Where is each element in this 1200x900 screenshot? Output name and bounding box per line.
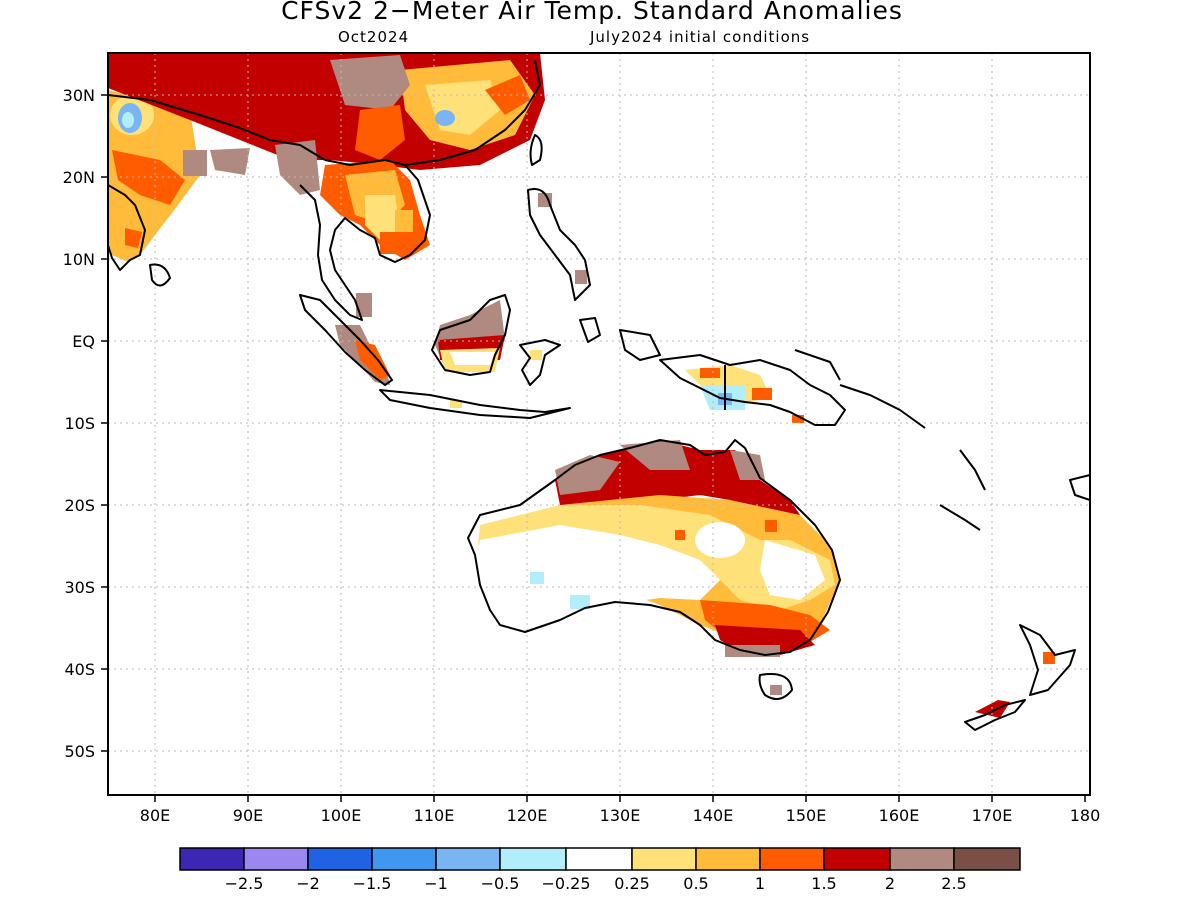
lat-label: 10S <box>64 414 95 433</box>
colorbar-swatch <box>307 847 373 871</box>
colorbar-label: 0.5 <box>683 874 708 893</box>
colorbar-swatch <box>499 847 567 871</box>
colorbar-label: −2 <box>296 874 320 893</box>
colorbar-label: 1 <box>755 874 765 893</box>
colorbar-label: 0.25 <box>614 874 650 893</box>
longitude-labels: 80E 90E 100E 110E 120E 130E 140E 150E 16… <box>140 806 1101 825</box>
lat-label: 20N <box>63 168 95 187</box>
lon-label: 160E <box>879 806 920 825</box>
lon-label: 80E <box>140 806 170 825</box>
lon-label: 180 <box>1070 806 1101 825</box>
colorbar-label: −1.5 <box>353 874 392 893</box>
colorbar-label: −0.25 <box>541 874 590 893</box>
plot-frame <box>107 52 1091 796</box>
colorbar-swatch <box>565 847 633 871</box>
colorbar-swatch <box>695 847 761 871</box>
lon-label: 150E <box>786 806 827 825</box>
lat-label: 30S <box>64 578 95 597</box>
colorbar-swatch <box>243 847 309 871</box>
map-title: CFSv2 2−Meter Air Temp. Standard Anomali… <box>281 0 903 25</box>
colorbar <box>179 847 1021 871</box>
anomaly-shading <box>108 53 1055 718</box>
colorbar-swatch <box>371 847 437 871</box>
colorbar-swatch <box>179 847 245 871</box>
colorbar-swatch <box>953 847 1021 871</box>
colorbar-label: −0.5 <box>481 874 520 893</box>
colorbar-swatch <box>435 847 501 871</box>
ticks <box>101 94 1086 802</box>
colorbar-swatch <box>823 847 891 871</box>
lat-label: EQ <box>72 332 95 351</box>
graticule <box>108 53 1090 795</box>
colorbar-swatch <box>631 847 697 871</box>
colorbar-label: 1.5 <box>811 874 836 893</box>
lon-label: 100E <box>321 806 362 825</box>
colorbar-label: −2.5 <box>225 874 264 893</box>
lon-label: 140E <box>693 806 734 825</box>
lon-label: 120E <box>507 806 548 825</box>
lat-label: 40S <box>64 660 95 679</box>
lat-label: 50S <box>64 742 95 761</box>
lat-label: 20S <box>64 496 95 515</box>
colorbar-swatch <box>889 847 955 871</box>
colorbar-labels: −2.5 −2 −1.5 −1 −0.5 −0.25 0.25 0.5 1 1.… <box>225 874 967 893</box>
lon-label: 90E <box>233 806 263 825</box>
colorbar-label: 2 <box>885 874 895 893</box>
latitude-labels: 30N 20N 10N EQ 10S 20S 30S 40S 50S <box>63 86 95 761</box>
colorbar-label: −1 <box>424 874 448 893</box>
coastlines <box>108 59 1090 731</box>
lon-label: 110E <box>414 806 455 825</box>
lat-label: 10N <box>63 250 95 269</box>
valid-month: Oct2024 <box>338 28 410 46</box>
colorbar-swatch <box>759 847 825 871</box>
initial-conditions: July2024 initial conditions <box>590 28 811 46</box>
lon-label: 130E <box>600 806 641 825</box>
lon-label: 170E <box>972 806 1013 825</box>
colorbar-label: 2.5 <box>941 874 966 893</box>
lat-label: 30N <box>63 86 95 105</box>
